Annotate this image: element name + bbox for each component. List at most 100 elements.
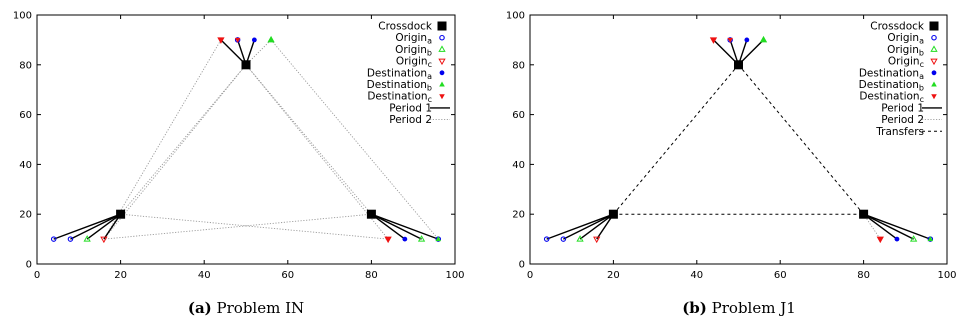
period1-route (563, 213, 614, 240)
origin-b-point (417, 235, 426, 242)
y-tick-label: 60 (19, 110, 32, 121)
dest-c-point (710, 37, 717, 43)
x-tick-label: 40 (690, 270, 703, 281)
chart-panel-2: 0 20 40 60 80 100 0 20 40 60 80 100 CrossdockOrigina… (506, 11, 957, 318)
legend-label-period2: Period 2 (389, 114, 432, 126)
y-tick-label: 80 (512, 60, 525, 71)
legend-marker-dest_b (439, 81, 445, 87)
legend-label-period1: Period 1 (389, 102, 432, 114)
legend-label-period1: Period 1 (881, 102, 924, 114)
dest-c-point (727, 37, 733, 43)
origin-c-point (100, 236, 108, 244)
period1-route (863, 213, 898, 240)
x-tick-label: 100 (445, 270, 464, 281)
x-tick-label: 60 (774, 270, 787, 281)
legend-label-crossdock: Crossdock (870, 21, 925, 33)
legend-label-transfers: Transfers (875, 126, 924, 138)
legend-marker-dest_a (931, 70, 937, 76)
y-tick-label: 100 (13, 11, 32, 22)
legend-label-origin_a: Origina (395, 32, 432, 46)
period2-route (103, 213, 372, 240)
legend-marker-dest_c (439, 94, 445, 100)
origin-b-point (83, 235, 91, 242)
origin-a-point (543, 236, 550, 242)
dest-c-point (385, 237, 391, 243)
legend-label-origin_c: Originc (396, 56, 432, 70)
x-tick-label: 80 (857, 270, 870, 281)
dest-a-point (894, 236, 900, 242)
period2-route (245, 64, 389, 240)
x-tick-label: 20 (114, 270, 127, 281)
legend-marker-crossdock (929, 21, 939, 31)
dest-b-point (927, 236, 934, 242)
x-tick-label: 100 (937, 270, 956, 281)
plot-frame (529, 14, 948, 265)
origin-a-point (560, 236, 567, 242)
period2-route (103, 39, 222, 240)
legend-marker-origin_b (930, 45, 938, 52)
dest-c-point (877, 237, 884, 243)
period2-route (103, 64, 247, 240)
origin-b-point (576, 235, 584, 242)
legend-label-crossdock: Crossdock (378, 21, 433, 33)
period2-route (863, 213, 881, 240)
origin-c-point (593, 236, 601, 244)
x-tick-label: 40 (198, 270, 211, 281)
legend-marker-dest_b (931, 81, 937, 87)
legend-marker-dest_c (931, 94, 937, 100)
period1-route (863, 213, 914, 240)
legend-label-dest_c: Destinationc (367, 91, 432, 105)
dest-a-point (402, 236, 408, 242)
legend-marker-origin_b (438, 45, 446, 52)
x-tick-label: 0 (34, 270, 40, 281)
origin-a-point (67, 236, 74, 242)
period2-route (120, 213, 389, 240)
y-tick-label: 100 (506, 11, 525, 22)
y-tick-label: 0 (26, 260, 32, 271)
transfer-route (613, 64, 739, 215)
period1-route (371, 213, 439, 240)
legend-label-origin_c: Originc (888, 56, 924, 70)
legend-marker-dest_a (439, 70, 445, 76)
legend-marker-origin_c (930, 58, 938, 66)
dest-b-point (760, 36, 767, 42)
x-tick-label: 20 (607, 270, 620, 281)
dest-a-point (744, 37, 750, 43)
crossdock-point (608, 209, 618, 219)
y-tick-label: 20 (512, 210, 525, 221)
dest-b-point (435, 236, 442, 242)
origin-b-point (909, 235, 918, 242)
x-tick-label: 0 (527, 270, 533, 281)
period2-route (270, 39, 439, 240)
legend-label-period2: Period 2 (881, 114, 924, 126)
period1-route (546, 213, 614, 240)
y-tick-label: 80 (19, 60, 32, 71)
legend-marker-origin_a (931, 34, 937, 41)
period1-route (53, 213, 121, 240)
legend-label-origin_a: Origina (887, 32, 924, 46)
y-tick-label: 20 (19, 210, 32, 221)
chart-panel-1: 0 20 40 60 80 100 0 20 40 60 80 100 CrossdockOrigina… (13, 11, 465, 318)
y-tick-label: 40 (19, 160, 32, 171)
period1-route (70, 213, 121, 240)
legend-label-dest_b: Destinationb (859, 79, 924, 93)
legend-label-origin_b: Originb (395, 44, 432, 58)
dest-c-point (218, 37, 224, 43)
legend-label-dest_c: Destinationc (859, 91, 924, 105)
legend-marker-origin_a (439, 34, 445, 41)
figure-caption: (a) Problem IN (188, 299, 304, 317)
legend-label-dest_a: Destinationa (367, 67, 432, 81)
period2-route (245, 64, 372, 215)
crossdock-point (116, 209, 126, 219)
dest-a-point (251, 37, 257, 43)
dest-c-point (234, 37, 241, 43)
dest-b-point (268, 36, 274, 42)
plot-frame (36, 14, 456, 265)
y-tick-label: 40 (512, 160, 525, 171)
legend-label-origin_b: Originb (887, 44, 924, 58)
crossdock-point (366, 209, 376, 219)
y-tick-label: 60 (512, 110, 525, 121)
period1-route (371, 213, 422, 240)
figure-caption: (b) Problem J1 (682, 299, 796, 317)
legend-marker-origin_c (438, 58, 446, 66)
